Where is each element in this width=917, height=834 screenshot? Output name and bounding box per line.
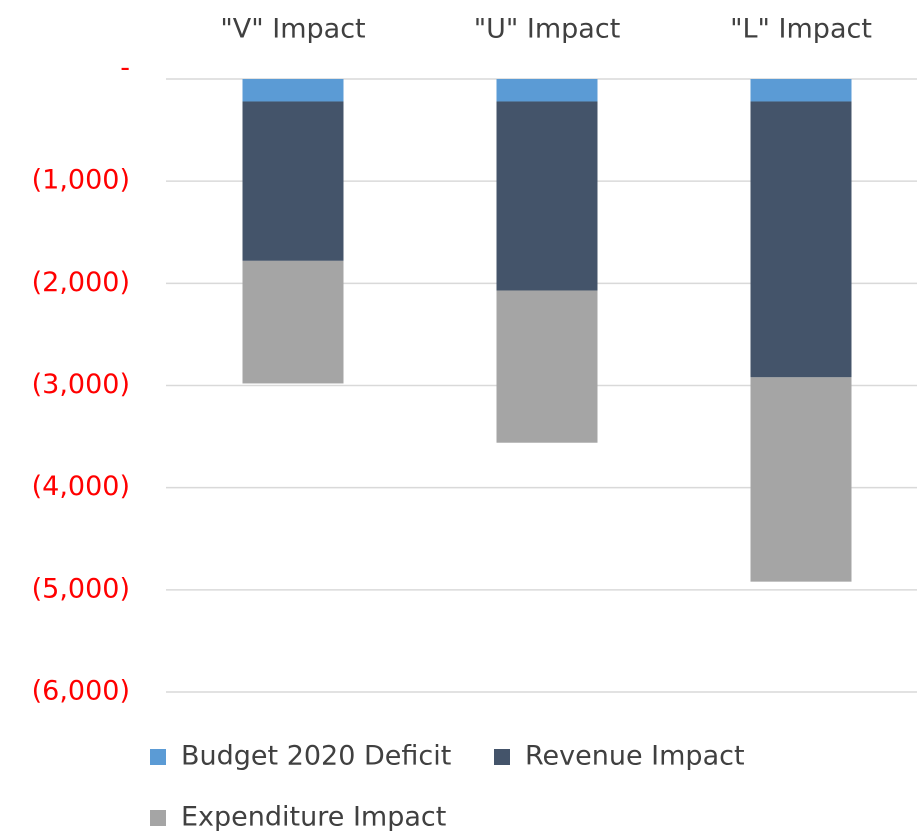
bar-segment xyxy=(496,290,598,443)
bar-segment xyxy=(496,101,598,291)
x-tick-label: "V" Impact xyxy=(220,14,365,45)
y-tick-label: - xyxy=(120,53,130,84)
y-tick-label: (1,000) xyxy=(32,165,130,196)
legend-swatch xyxy=(150,810,166,826)
bar-segment xyxy=(750,377,852,582)
bar-segment xyxy=(242,101,344,261)
legend-label: Expenditure Impact xyxy=(181,802,446,833)
legend-swatch xyxy=(494,749,510,765)
bar-segment xyxy=(242,79,344,102)
y-tick-label: (2,000) xyxy=(32,267,130,298)
y-tick-label: (3,000) xyxy=(32,369,130,400)
bar-segment xyxy=(242,260,344,384)
bar-segment xyxy=(496,79,598,102)
legend-swatch xyxy=(150,749,166,765)
legend-label: Revenue Impact xyxy=(525,741,745,772)
y-tick-label: (6,000) xyxy=(32,676,130,707)
y-tick-label: (5,000) xyxy=(32,573,130,604)
x-tick-label: "U" Impact xyxy=(474,14,621,45)
bar-segment xyxy=(750,79,852,102)
legend-label: Budget 2020 Deficit xyxy=(181,741,451,772)
bar-segment xyxy=(750,101,852,378)
x-tick-label: "L" Impact xyxy=(730,14,872,45)
y-tick-label: (4,000) xyxy=(32,471,130,502)
